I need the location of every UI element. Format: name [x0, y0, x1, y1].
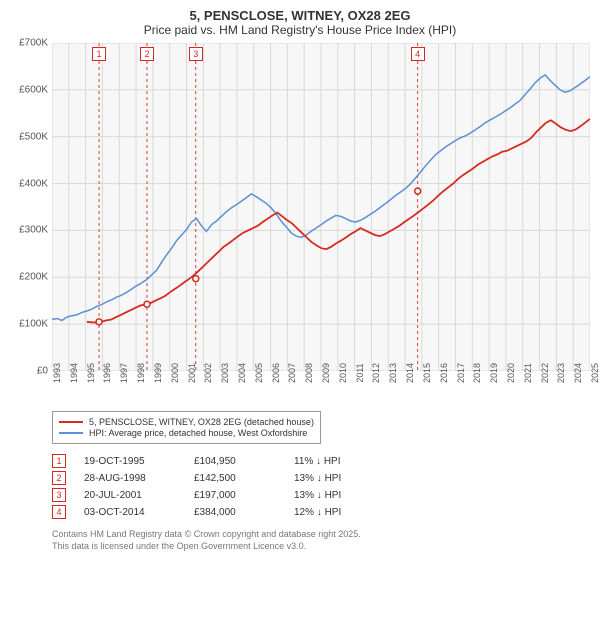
legend-swatch: [59, 432, 83, 434]
transaction-date: 28-AUG-1998: [84, 473, 194, 484]
transaction-marker: 1: [92, 47, 106, 61]
y-axis-label: £300K: [19, 225, 48, 236]
x-axis-label: 2001: [187, 363, 197, 383]
line-chart-svg: [52, 43, 590, 371]
transaction-marker: 4: [411, 47, 425, 61]
transaction-row: 2 28-AUG-1998£142,50013% ↓ HPI: [52, 471, 590, 485]
transaction-marker-box: 2: [52, 471, 66, 485]
y-axis-label: £500K: [19, 131, 48, 142]
footer-line2: This data is licensed under the Open Gov…: [52, 541, 590, 553]
x-axis-label: 2020: [506, 363, 516, 383]
transaction-delta: 11% ↓ HPI: [294, 456, 394, 467]
transaction-price: £384,000: [194, 507, 294, 518]
x-axis-label: 2014: [405, 363, 415, 383]
y-axis-label: £600K: [19, 84, 48, 95]
x-axis-label: 2023: [556, 363, 566, 383]
x-axis-label: 2015: [422, 363, 432, 383]
legend-item: HPI: Average price, detached house, West…: [59, 428, 314, 438]
x-axis-label: 2019: [489, 363, 499, 383]
title-subtitle: Price paid vs. HM Land Registry's House …: [10, 23, 590, 37]
footer-attribution: Contains HM Land Registry data © Crown c…: [52, 529, 590, 552]
transaction-row: 4 03-OCT-2014£384,00012% ↓ HPI: [52, 505, 590, 519]
legend: 5, PENSCLOSE, WITNEY, OX28 2EG (detached…: [52, 411, 321, 444]
transaction-date: 19-OCT-1995: [84, 456, 194, 467]
x-axis-label: 2003: [220, 363, 230, 383]
transaction-delta: 12% ↓ HPI: [294, 507, 394, 518]
transaction-marker: 3: [189, 47, 203, 61]
legend-label: HPI: Average price, detached house, West…: [89, 428, 307, 438]
x-axis-label: 2012: [371, 363, 381, 383]
transaction-price: £142,500: [194, 473, 294, 484]
x-axis-label: 1993: [52, 363, 62, 383]
y-axis-label: £700K: [19, 38, 48, 49]
x-axis-label: 1994: [69, 363, 79, 383]
transaction-delta: 13% ↓ HPI: [294, 473, 394, 484]
plot-area: £0£100K£200K£300K£400K£500K£600K£700K123…: [52, 43, 580, 371]
y-axis-label: £100K: [19, 319, 48, 330]
transaction-row: 3 20-JUL-2001£197,00013% ↓ HPI: [52, 488, 590, 502]
x-axis-label: 2002: [203, 363, 213, 383]
transaction-row: 1 19-OCT-1995£104,95011% ↓ HPI: [52, 454, 590, 468]
x-axis-label: 1998: [136, 363, 146, 383]
y-axis-label: £400K: [19, 178, 48, 189]
x-axis-labels: 1993199419951996199719981999200020012002…: [52, 371, 580, 407]
x-axis-label: 1995: [86, 363, 96, 383]
x-axis-label: 2022: [540, 363, 550, 383]
legend-item: 5, PENSCLOSE, WITNEY, OX28 2EG (detached…: [59, 417, 314, 427]
transaction-marker-box: 1: [52, 454, 66, 468]
footer-line1: Contains HM Land Registry data © Crown c…: [52, 529, 590, 541]
x-axis-label: 2024: [573, 363, 583, 383]
x-axis-label: 2016: [439, 363, 449, 383]
transaction-marker-box: 4: [52, 505, 66, 519]
x-axis-label: 2005: [254, 363, 264, 383]
x-axis-label: 2007: [287, 363, 297, 383]
x-axis-label: 2017: [456, 363, 466, 383]
transaction-delta: 13% ↓ HPI: [294, 490, 394, 501]
transaction-marker: 2: [140, 47, 154, 61]
x-axis-label: 2006: [271, 363, 281, 383]
transactions-table: 1 19-OCT-1995£104,95011% ↓ HPI 2 28-AUG-199…: [52, 454, 590, 519]
x-axis-label: 2008: [304, 363, 314, 383]
y-axis-label: £200K: [19, 272, 48, 283]
x-axis-label: 2009: [321, 363, 331, 383]
x-axis-label: 1999: [153, 363, 163, 383]
transaction-marker-box: 3: [52, 488, 66, 502]
legend-label: 5, PENSCLOSE, WITNEY, OX28 2EG (detached…: [89, 417, 314, 427]
x-axis-label: 2011: [355, 363, 365, 382]
x-axis-label: 1997: [119, 363, 129, 383]
x-axis-label: 2000: [170, 363, 180, 383]
chart-container: 5, PENSCLOSE, WITNEY, OX28 2EG Price pai…: [0, 0, 600, 620]
x-axis-label: 2021: [523, 363, 533, 383]
transaction-price: £197,000: [194, 490, 294, 501]
y-axis-label: £0: [37, 366, 48, 377]
x-axis-label: 2013: [388, 363, 398, 383]
x-axis-label: 2018: [472, 363, 482, 383]
transaction-date: 20-JUL-2001: [84, 490, 194, 501]
legend-swatch: [59, 421, 83, 423]
x-axis-label: 1996: [102, 363, 112, 383]
transaction-price: £104,950: [194, 456, 294, 467]
x-axis-label: 2010: [338, 363, 348, 383]
transaction-date: 03-OCT-2014: [84, 507, 194, 518]
x-axis-label: 2004: [237, 363, 247, 383]
x-axis-label: 2025: [590, 363, 600, 383]
title-address: 5, PENSCLOSE, WITNEY, OX28 2EG: [10, 8, 590, 23]
